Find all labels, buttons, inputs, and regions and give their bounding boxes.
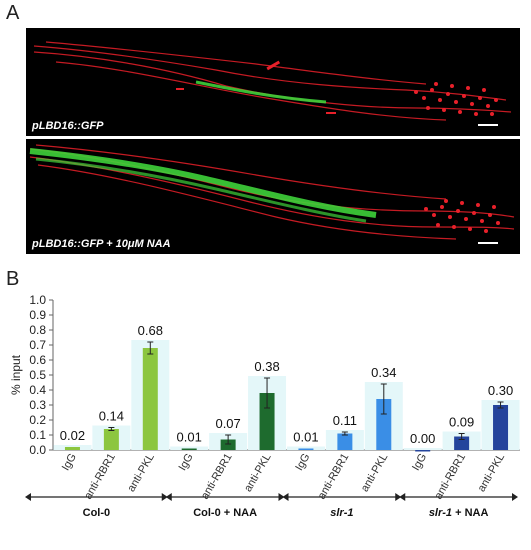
- data-label: 0.68: [138, 323, 163, 338]
- data-label: 0.14: [99, 409, 124, 424]
- y-axis-label: % input: [9, 354, 23, 395]
- data-label: 0.38: [254, 359, 279, 374]
- scale-bar-bottom: [478, 242, 498, 244]
- data-label: 0.09: [449, 415, 474, 430]
- bar: [181, 448, 197, 450]
- category-label: IgG: [293, 452, 312, 473]
- group-arrow-head-left: [165, 493, 172, 501]
- bar: [493, 405, 509, 450]
- category-label: IgG: [410, 452, 429, 473]
- data-label: 0.34: [371, 365, 396, 380]
- group-arrow-head-right: [161, 493, 168, 501]
- category-label: anti-PKL: [476, 451, 507, 494]
- bar: [103, 429, 119, 450]
- bar-background: [403, 448, 442, 450]
- y-tick-label: 0.0: [29, 443, 46, 457]
- y-tick-label: 0.1: [29, 428, 46, 442]
- bar: [220, 439, 236, 450]
- group-label: slr-1 + NAA: [429, 507, 489, 519]
- group-arrow-head-right: [278, 493, 285, 501]
- data-label: 0.00: [410, 431, 435, 446]
- bar: [259, 393, 275, 450]
- category-label: anti-RBR1: [316, 452, 352, 502]
- data-label: 0.02: [60, 428, 85, 443]
- group-arrow-head-left: [25, 493, 31, 501]
- bar-background: [170, 446, 209, 450]
- root-image-top: [33, 41, 512, 121]
- micrograph-bottom: pLBD16::GFP + 10μM NAA: [26, 139, 520, 254]
- category-label: anti-PKL: [242, 452, 273, 495]
- group-label: Col-0: [83, 507, 111, 519]
- data-label: 0.01: [177, 430, 202, 445]
- micrograph-top-label: pLBD16::GFP: [32, 120, 104, 132]
- data-label: 0.30: [488, 383, 513, 398]
- category-label: anti-RBR1: [82, 452, 118, 502]
- y-tick-label: 0.5: [29, 368, 46, 382]
- group-arrow-head-left: [282, 493, 289, 501]
- y-tick-label: 0.8: [29, 323, 46, 337]
- category-label: anti-RBR1: [199, 452, 235, 502]
- category-label: IgG: [177, 452, 196, 473]
- data-label: 0.07: [215, 416, 240, 431]
- panel-b-letter: B: [6, 268, 20, 290]
- data-label: 0.11: [333, 413, 357, 428]
- bar: [454, 436, 470, 450]
- y-tick-label: 0.7: [29, 338, 46, 352]
- y-tick-label: 0.3: [29, 398, 46, 412]
- category-label: anti-PKL: [359, 452, 390, 495]
- group-arrow-head-right: [512, 493, 518, 501]
- scale-bar-top: [478, 124, 498, 126]
- bar-background: [286, 446, 325, 450]
- root-image-bottom: [29, 144, 515, 240]
- y-tick-label: 1.0: [29, 293, 46, 307]
- bar: [376, 399, 392, 450]
- category-label: anti-RBR1: [432, 452, 468, 502]
- bar: [298, 448, 314, 450]
- micrograph-top: pLBD16::GFP: [26, 28, 520, 136]
- micrograph-bottom-label: pLBD16::GFP + 10μM NAA: [32, 238, 171, 250]
- category-label: anti-PKL: [125, 452, 156, 495]
- group-label: slr-1: [330, 507, 353, 519]
- bar: [415, 450, 431, 452]
- group-arrow-head-left: [399, 493, 406, 501]
- y-tick-label: 0.4: [29, 383, 46, 397]
- panel-a-letter: A: [6, 2, 20, 24]
- group-label: Col-0 + NAA: [193, 507, 257, 519]
- y-tick-label: 0.6: [29, 353, 46, 367]
- data-label: 0.01: [293, 430, 318, 445]
- category-label: IgG: [60, 452, 79, 473]
- y-tick-label: 0.2: [29, 413, 46, 427]
- bar: [337, 433, 353, 450]
- bar: [142, 348, 158, 450]
- group-arrow-head-right: [395, 493, 402, 501]
- y-tick-label: 0.9: [29, 308, 46, 322]
- bar: [64, 447, 80, 450]
